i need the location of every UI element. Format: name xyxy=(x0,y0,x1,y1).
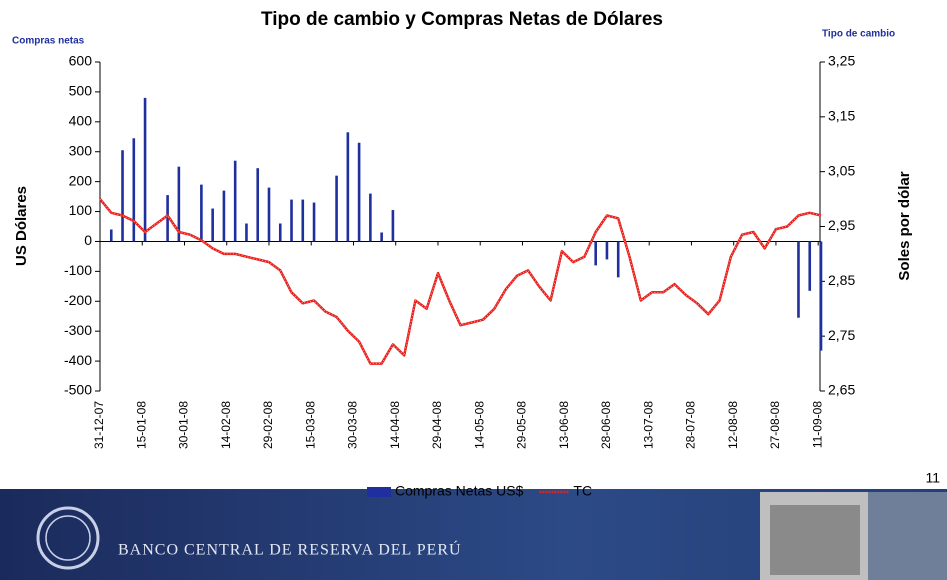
x-tick-label: 14-05-08 xyxy=(472,401,486,449)
x-tick-label: 29-05-08 xyxy=(515,401,529,449)
footer-photo-building xyxy=(770,505,860,575)
line xyxy=(99,198,822,365)
y-tick-label: 100 xyxy=(69,202,93,218)
footer-seal-inner xyxy=(45,515,91,561)
y2-tick-label: 3,15 xyxy=(828,108,855,124)
legend-label: TC xyxy=(573,483,592,499)
x-tick-label: 14-04-08 xyxy=(388,401,402,449)
bar xyxy=(301,199,305,242)
y2-tick-label: 3,05 xyxy=(828,162,855,178)
x-tick-label: 29-02-08 xyxy=(261,401,275,449)
bar xyxy=(616,241,620,278)
y-tick-label: 200 xyxy=(69,172,93,188)
y2-tick-label: 3,25 xyxy=(828,53,855,69)
y-tick-label: 0 xyxy=(84,232,92,248)
y2-tick-label: 2,95 xyxy=(828,217,855,233)
bar xyxy=(346,132,350,242)
bar xyxy=(290,199,293,242)
bar xyxy=(797,241,800,318)
y2-tick-label: 2,75 xyxy=(828,327,855,343)
bar xyxy=(380,232,383,242)
y2-axis-label: Soles por dólar xyxy=(896,171,913,280)
bar xyxy=(166,195,169,242)
footer-photo-side xyxy=(868,492,947,580)
bar xyxy=(808,241,812,291)
bar xyxy=(121,150,124,242)
y-tick-label: 600 xyxy=(69,53,93,69)
x-tick-label: 14-02-08 xyxy=(219,401,233,449)
y-axis-caption: Compras netas xyxy=(12,36,85,47)
y-tick-label: -200 xyxy=(64,292,92,308)
bar xyxy=(391,210,395,242)
x-tick-label: 28-06-08 xyxy=(599,401,613,449)
x-tick-label: 11-09-08 xyxy=(810,401,824,448)
x-tick-label: 13-06-08 xyxy=(557,401,571,449)
chart-title: Tipo de cambio y Compras Netas de Dólare… xyxy=(261,9,663,30)
legend-label: Compras Netas US$ xyxy=(395,483,524,499)
bar xyxy=(369,193,372,242)
y2-axis-caption: Tipo de cambio xyxy=(822,29,895,40)
bar xyxy=(177,166,181,242)
line-dots xyxy=(99,198,822,364)
x-tick-label: 29-04-08 xyxy=(430,401,444,449)
bar xyxy=(143,97,147,242)
y-tick-label: 500 xyxy=(69,83,93,99)
bar xyxy=(605,241,609,260)
bar xyxy=(278,223,282,242)
y2-tick-label: 2,65 xyxy=(828,382,855,398)
bar xyxy=(200,184,203,242)
bar xyxy=(594,241,597,266)
bar xyxy=(211,208,214,242)
y-tick-label: -500 xyxy=(64,382,92,398)
y-tick-label: 400 xyxy=(69,113,93,129)
bar xyxy=(132,138,136,242)
y-tick-label: -300 xyxy=(64,322,92,338)
footer: BANCO CENTRAL DE RESERVA DEL PERÚ xyxy=(0,489,947,580)
footer-text: BANCO CENTRAL DE RESERVA DEL PERÚ xyxy=(118,540,462,559)
y-tick-label: -400 xyxy=(64,352,92,368)
x-tick-label: 28-07-08 xyxy=(684,401,698,449)
y-tick-label: 300 xyxy=(69,142,93,158)
page-number: 11 xyxy=(925,470,940,486)
bar xyxy=(233,160,237,242)
bar xyxy=(267,187,271,242)
legend-swatch xyxy=(367,487,391,497)
y-axis-label: US Dólares xyxy=(13,186,30,266)
bar xyxy=(312,202,316,242)
bar xyxy=(222,190,226,242)
x-tick-label: 27-08-08 xyxy=(768,401,782,449)
x-tick-label: 31-12-07 xyxy=(92,401,106,449)
footer-seal xyxy=(36,506,100,570)
y-tick-label: -100 xyxy=(64,262,92,278)
x-tick-label: 12-08-08 xyxy=(726,401,740,449)
x-tick-label: 30-01-08 xyxy=(177,401,191,449)
x-tick-label: 15-03-08 xyxy=(303,401,317,449)
bar xyxy=(819,241,823,351)
bar xyxy=(109,229,113,242)
bar xyxy=(357,142,361,242)
bar xyxy=(335,175,338,242)
x-tick-label: 13-07-08 xyxy=(641,401,655,449)
x-tick-label: 30-03-08 xyxy=(346,401,360,449)
bar xyxy=(256,168,260,242)
y2-tick-label: 2,85 xyxy=(828,272,855,288)
bar xyxy=(245,223,248,242)
x-tick-label: 15-01-08 xyxy=(134,401,148,449)
